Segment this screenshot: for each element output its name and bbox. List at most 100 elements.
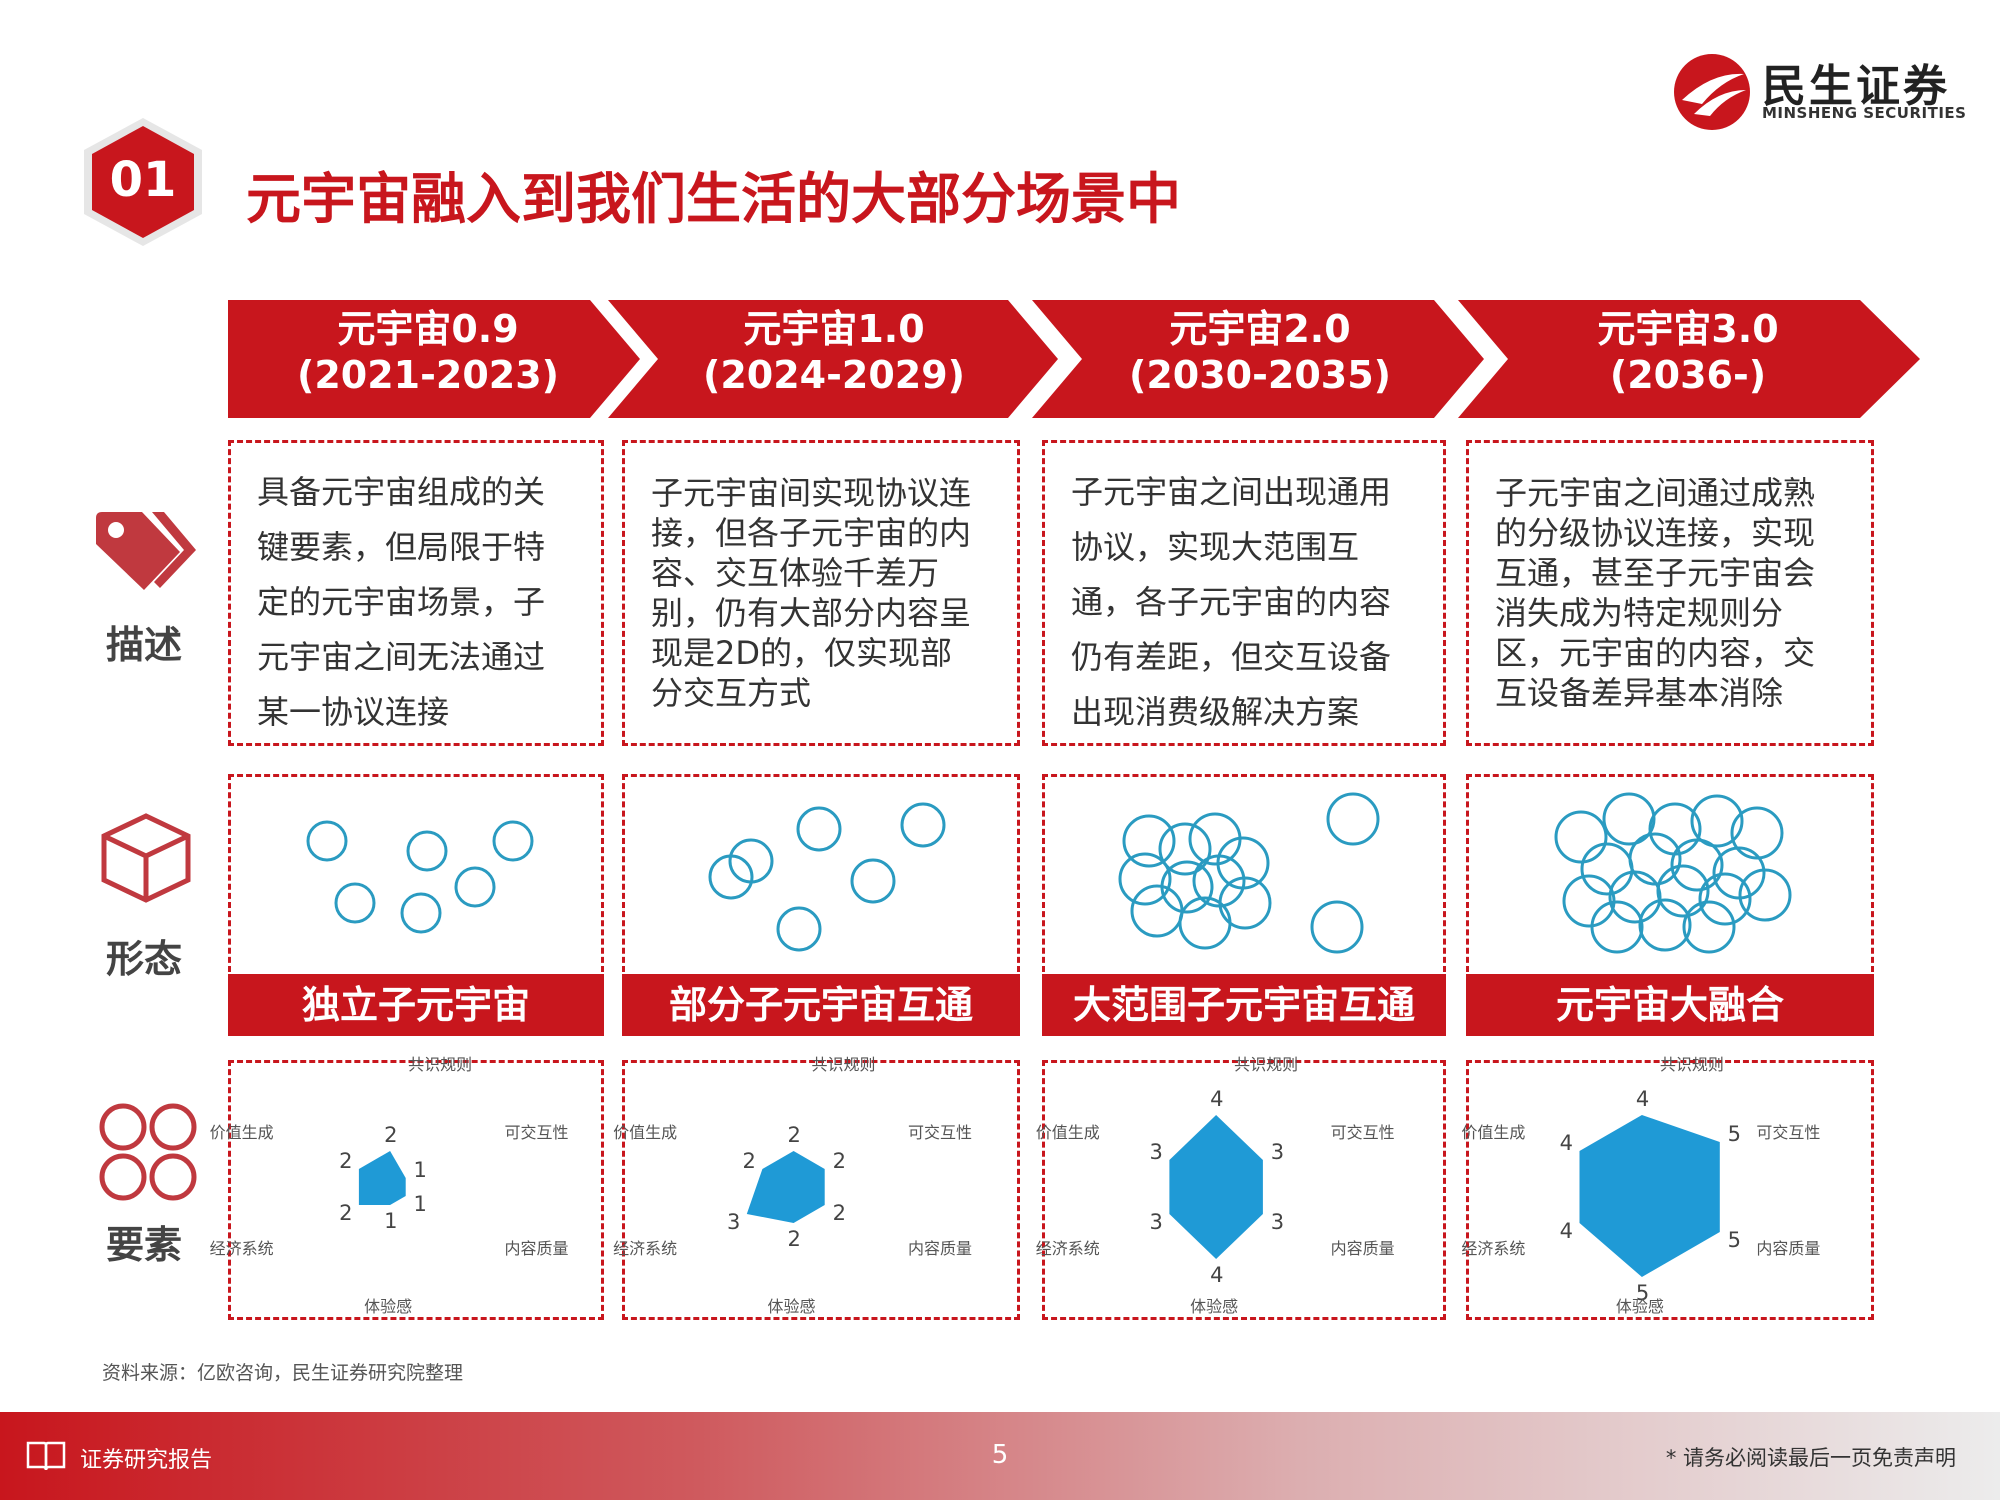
- description-box-1: 具备元宇宙组成的关 键要素，但局限于特 定的元宇宙场景，子 元宇宙之间无法通过 …: [228, 440, 604, 746]
- form-box-4: 元宇宙大融合: [1466, 774, 1874, 1036]
- radar-value: 5: [1727, 1228, 1742, 1252]
- description-line: 子元宇宙之间出现通用: [1071, 473, 1392, 511]
- radar-box-4: 4 共识规则 5 可交互性 5 内容质量 5 体验感 4 经济系统 4 价值生成: [1461, 1055, 1874, 1320]
- radar-box-2: 2 共识规则 2 可交互性 2 内容质量 2 体验感 3 经济系统 2 价值生成: [613, 1055, 1020, 1320]
- disclaimer-link[interactable]: * 请务必阅读最后一页免责声明: [1665, 1446, 1956, 1470]
- stage-timeline: 元宇宙0.9 (2021-2023) 元宇宙1.0 (2024-2029) 元宇…: [228, 300, 1920, 418]
- description-line: 定的元宇宙场景，子: [257, 583, 546, 621]
- radar-value: 3: [1149, 1140, 1163, 1164]
- radar-axis-label: 体验感: [767, 1297, 816, 1316]
- description-line: 的分级协议连接，实现: [1495, 514, 1816, 552]
- form-label-bar: 独立子元宇宙: [228, 974, 604, 1036]
- description-box-2: 子元宇宙间实现协议连 接，但各子元宇宙的内 容、交互体验千差万 别，仍有大部分内…: [622, 440, 1020, 746]
- radar-axis-label: 可交互性: [504, 1123, 569, 1142]
- radar-axis-label: 可交互性: [1330, 1123, 1395, 1142]
- radar-axis-label: 内容质量: [1756, 1239, 1821, 1258]
- radar-axis-label: 体验感: [1615, 1297, 1664, 1316]
- radar-value: 4: [1210, 1263, 1224, 1287]
- source-note: 资料来源：亿欧咨询，民生证券研究院整理: [102, 1362, 464, 1384]
- stage-years: (2024-2029): [702, 353, 966, 397]
- form-label-bar: 大范围子元宇宙互通: [1042, 974, 1446, 1036]
- footer-bar: 证券研究报告 5 * 请务必阅读最后一页免责声明: [0, 1412, 2000, 1500]
- stage-arrow-1: [228, 300, 640, 418]
- description-box-4: 子元宇宙之间通过成熟 的分级协议连接，实现 互通，甚至子元宇宙会 消失成为特定规…: [1466, 440, 1874, 746]
- radar-value: 4: [1210, 1087, 1224, 1111]
- row-label-form: 形态: [105, 937, 182, 981]
- stage-arrow-2: [608, 300, 1058, 418]
- stage-years: (2030-2035): [1128, 353, 1392, 397]
- description-line: 别，仍有大部分内容呈: [651, 594, 972, 632]
- stage-arrows-graphic: [228, 300, 1920, 418]
- description-line: 接，但各子元宇宙的内: [651, 514, 972, 552]
- book-icon: [26, 1441, 66, 1471]
- description-line: 消失成为特定规则分: [1495, 594, 1784, 632]
- stage-label-2: 元宇宙1.0 (2024-2029): [654, 306, 1014, 398]
- description-text: 子元宇宙之间出现通用 协议，实现大范围互 通，各子元宇宙的内容 仍有差距，但交互…: [1071, 465, 1423, 740]
- radar-chart-4: [1579, 1115, 1720, 1277]
- description-line: 具备元宇宙组成的关: [257, 473, 546, 511]
- radar-value: 3: [1270, 1140, 1285, 1164]
- radar-value: 2: [787, 1227, 801, 1251]
- radar-axis-label: 共识规则: [811, 1055, 876, 1074]
- circles-wide-interop-graphic: [1118, 792, 1380, 954]
- radar-chart-2: [746, 1151, 825, 1223]
- radar-chart-3: [1169, 1115, 1263, 1259]
- radar-value: 2: [339, 1149, 353, 1173]
- tag-icon: [96, 512, 196, 590]
- radar-axis-label: 经济系统: [209, 1239, 274, 1258]
- radar-value: 3: [726, 1210, 741, 1234]
- description-text: 具备元宇宙组成的关 键要素，但局限于特 定的元宇宙场景，子 元宇宙之间无法通过 …: [257, 465, 581, 740]
- radar-value: 2: [832, 1201, 846, 1225]
- circles-fusion-graphic: [1554, 792, 1792, 954]
- radar-value: 1: [413, 1158, 427, 1182]
- stage-years: (2036-): [1609, 353, 1767, 397]
- section-number-badge: 01: [78, 112, 208, 252]
- description-line: 子元宇宙间实现协议连: [651, 474, 972, 512]
- description-line: 通，各子元宇宙的内容: [1071, 583, 1392, 621]
- section-number: 01: [109, 152, 177, 208]
- radar-axis-label: 共识规则: [408, 1055, 473, 1074]
- description-line: 容、交互体验千差万: [651, 554, 940, 592]
- radar-box-3: 4 共识规则 3 可交互性 3 内容质量 4 体验感 3 经济系统 3 价值生成: [1036, 1055, 1446, 1320]
- description-line: 键要素，但局限于特: [257, 528, 546, 566]
- radar-axis-label: 价值生成: [1461, 1123, 1526, 1142]
- radar-value: 3: [1149, 1210, 1163, 1234]
- stage-label-3: 元宇宙2.0 (2030-2035): [1080, 306, 1440, 398]
- brand-logo: 民生证券 MINSHENG SECURITIES: [1672, 52, 1966, 132]
- radar-value: 4: [1559, 1219, 1574, 1243]
- clover-icon: [99, 1103, 197, 1201]
- stage-years: (2021-2023): [296, 353, 560, 397]
- radar-axis-label: 共识规则: [1659, 1055, 1724, 1074]
- minsheng-logo-icon: [1674, 54, 1750, 130]
- radar-value: 2: [384, 1123, 398, 1147]
- row-label-elements: 要素: [105, 1223, 182, 1267]
- cube-icon: [101, 813, 191, 903]
- radar-axis-label: 经济系统: [613, 1239, 678, 1258]
- radar-box-1: 2 共识规则 1 可交互性 1 内容质量 1 体验感 2 经济系统 2 价值生成: [210, 1055, 604, 1320]
- stage-name: 元宇宙0.9: [337, 307, 519, 351]
- report-type-label: 证券研究报告: [80, 1448, 213, 1473]
- radar-axis-label: 内容质量: [908, 1239, 973, 1258]
- radar-value: 4: [1559, 1131, 1574, 1155]
- radar-axis-label: 价值生成: [209, 1123, 274, 1142]
- form-label-bar: 元宇宙大融合: [1466, 974, 1874, 1036]
- description-text: 子元宇宙间实现协议连 接，但各子元宇宙的内 容、交互体验千差万 别，仍有大部分内…: [651, 473, 997, 713]
- description-line: 现是2D的，仅实现部: [651, 634, 953, 672]
- description-line: 区，元宇宙的内容，交: [1495, 634, 1816, 672]
- description-line: 协议，实现大范围互: [1071, 528, 1360, 566]
- radar-value: 5: [1727, 1122, 1742, 1146]
- stage-arrow-4: [1458, 300, 1920, 418]
- stage-label-4: 元宇宙3.0 (2036-): [1508, 306, 1868, 398]
- radar-polygon: [1579, 1115, 1720, 1277]
- radar-axis-label: 共识规则: [1234, 1055, 1299, 1074]
- radar-axis-label: 体验感: [1190, 1297, 1239, 1316]
- hexagon-badge-icon: [84, 118, 202, 246]
- description-line: 互通，甚至子元宇宙会: [1495, 554, 1816, 592]
- radar-axis-label: 价值生成: [1035, 1123, 1100, 1142]
- stage-name: 元宇宙1.0: [743, 307, 925, 351]
- radar-value: 1: [413, 1192, 427, 1216]
- radar-axis-label: 内容质量: [504, 1239, 569, 1258]
- radar-value: 2: [787, 1123, 801, 1147]
- description-line: 出现消费级解决方案: [1071, 693, 1360, 731]
- radar-value: 2: [832, 1149, 846, 1173]
